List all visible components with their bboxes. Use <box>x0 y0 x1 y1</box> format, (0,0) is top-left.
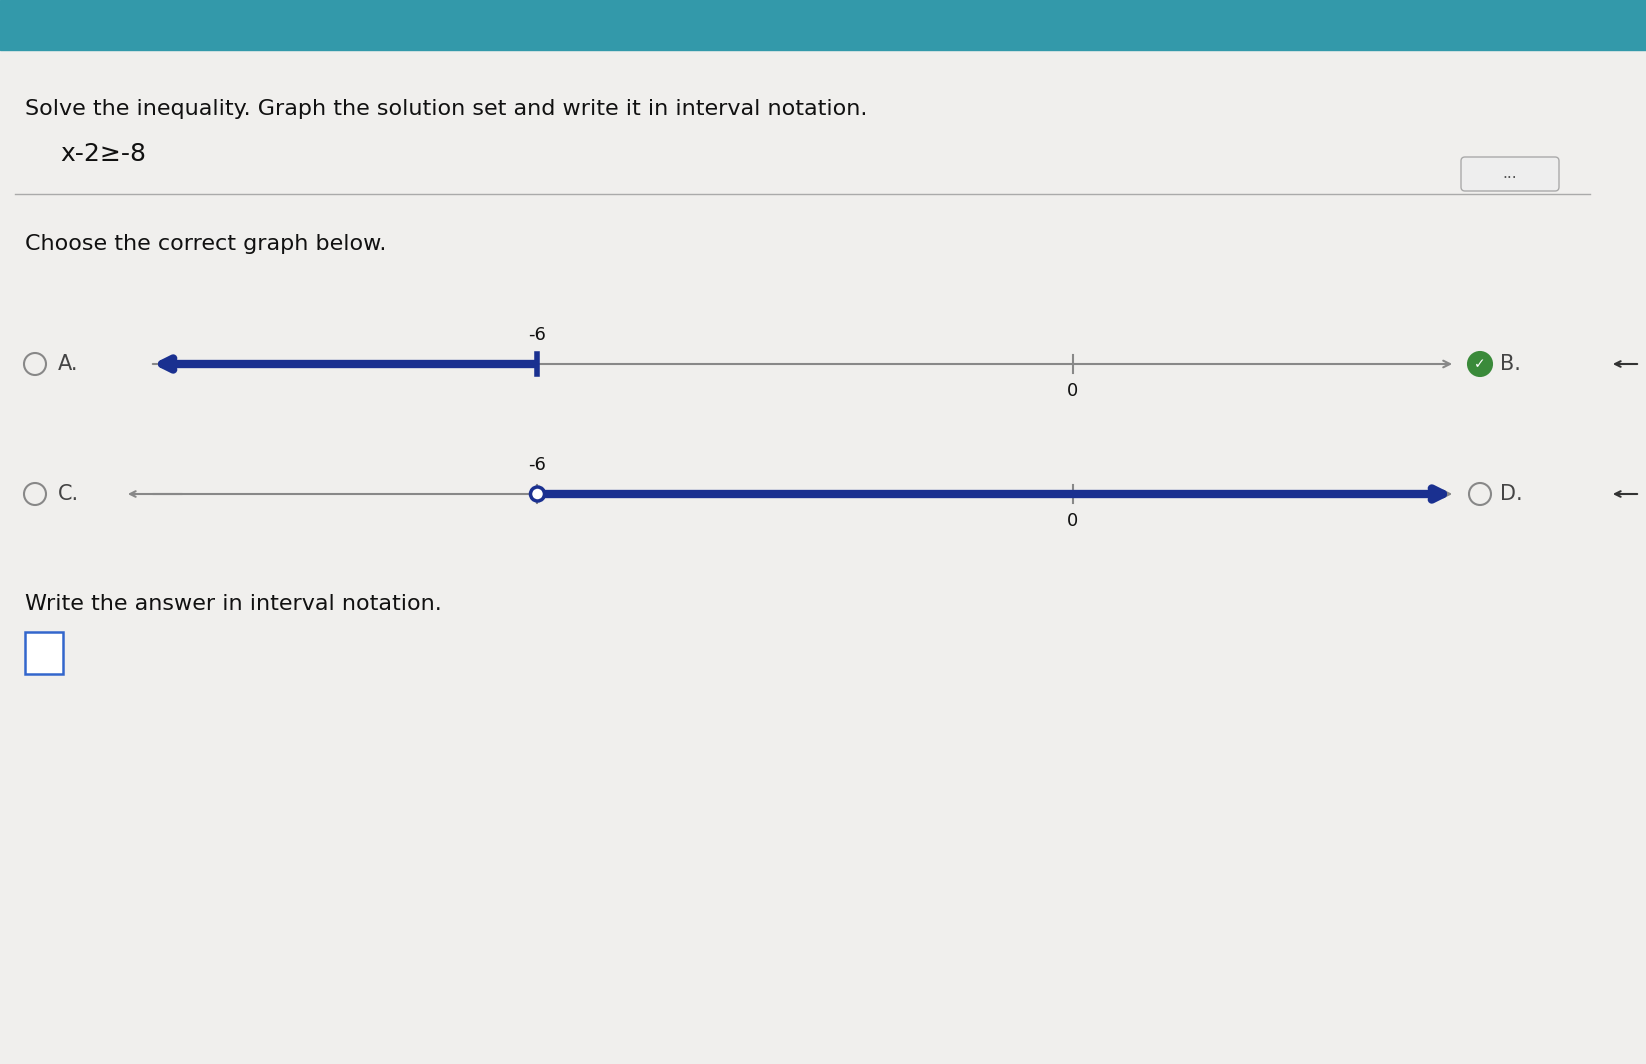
Text: D.: D. <box>1500 484 1523 504</box>
Bar <box>25 632 63 674</box>
FancyBboxPatch shape <box>1462 157 1559 192</box>
Circle shape <box>1468 352 1491 376</box>
Text: -6: -6 <box>528 326 546 344</box>
Text: 0: 0 <box>1067 382 1078 400</box>
Text: B.: B. <box>1500 354 1521 375</box>
Text: Choose the correct graph below.: Choose the correct graph below. <box>25 234 387 254</box>
Text: Write the answer in interval notation.: Write the answer in interval notation. <box>25 594 441 614</box>
Text: 0: 0 <box>1067 512 1078 530</box>
Text: C.: C. <box>58 484 79 504</box>
Text: x-2≥-8: x-2≥-8 <box>59 142 146 166</box>
Text: ✓: ✓ <box>1475 358 1486 371</box>
Text: Solve the inequality. Graph the solution set and write it in interval notation.: Solve the inequality. Graph the solution… <box>25 99 867 119</box>
Circle shape <box>530 487 545 501</box>
Text: A.: A. <box>58 354 79 375</box>
Bar <box>0 0 1646 50</box>
Text: ...: ... <box>1503 166 1518 182</box>
Text: -6: -6 <box>528 456 546 473</box>
